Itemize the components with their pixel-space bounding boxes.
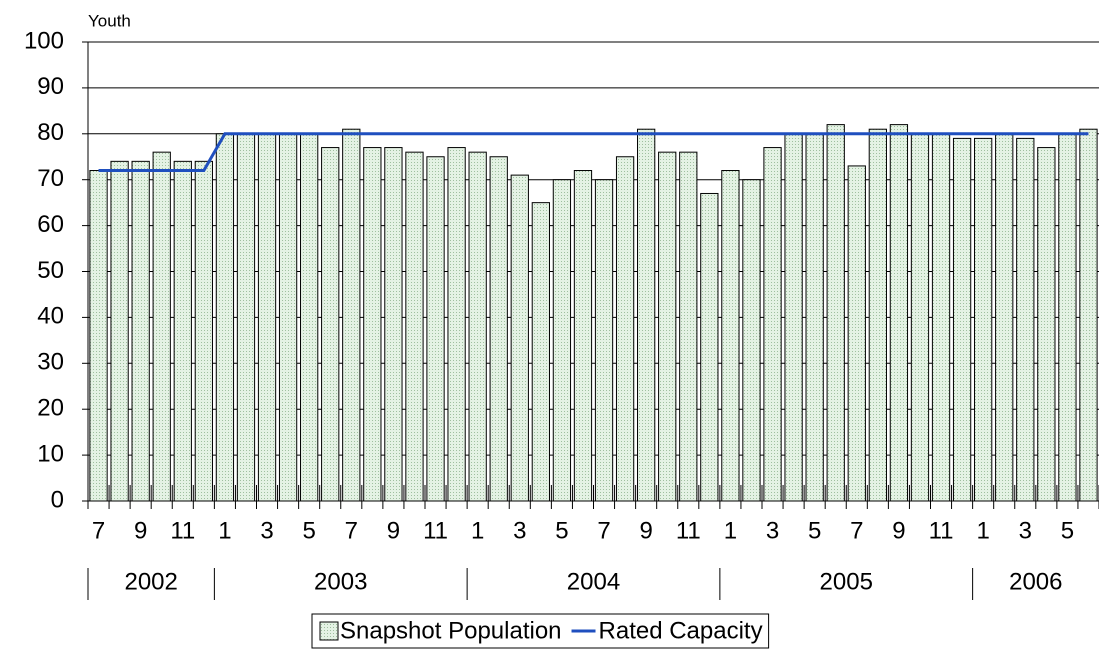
x-tick-label: 5	[808, 517, 821, 544]
bar	[721, 170, 740, 502]
bar	[615, 156, 635, 502]
x-tick-label: 3	[513, 517, 526, 544]
x-tick-label: 1	[471, 517, 484, 544]
legend-box	[311, 613, 770, 649]
bar	[426, 156, 445, 502]
legend: Snapshot Population Rated Capacity	[311, 613, 770, 649]
legend-label: Snapshot Population	[340, 617, 562, 644]
bar	[594, 179, 614, 502]
x-tick-label: 5	[555, 517, 568, 544]
bar	[910, 133, 930, 502]
x-tick-label: 11	[676, 517, 701, 544]
year-label: 2004	[567, 568, 620, 595]
bar	[763, 147, 782, 502]
x-tick-label: 5	[302, 517, 315, 544]
x-tick-label: 1	[724, 517, 737, 544]
legend-label: Rated Capacity	[599, 617, 763, 644]
y-tick-label: 80	[37, 119, 64, 146]
bar	[278, 133, 298, 502]
bar	[236, 133, 256, 502]
bar	[110, 160, 129, 502]
x-tick-label: 9	[134, 517, 147, 544]
bar	[468, 151, 487, 502]
bar	[531, 202, 550, 502]
y-tick-label: 0	[51, 486, 64, 513]
bar	[637, 128, 656, 502]
x-tick-label: 11	[423, 517, 448, 544]
legend-swatch	[319, 621, 339, 641]
bar	[257, 133, 277, 502]
bar	[826, 124, 845, 502]
x-tick-label: 7	[345, 517, 358, 544]
bar	[679, 151, 698, 502]
x-tick-label: 9	[387, 517, 400, 544]
x-tick-label: 3	[1019, 517, 1032, 544]
bar	[1016, 137, 1035, 502]
y-tick-label: 30	[37, 349, 64, 376]
bar	[658, 151, 677, 502]
year-label: 2006	[1009, 568, 1062, 595]
x-tick-label: 7	[850, 517, 863, 544]
x-tick-label: 3	[766, 517, 779, 544]
bar	[952, 137, 972, 502]
bar	[489, 156, 508, 502]
x-tick-label: 5	[1061, 517, 1074, 544]
x-tick-label: 1	[218, 517, 231, 544]
bar	[1037, 147, 1056, 502]
x-tick-label: 11	[170, 517, 195, 544]
bar	[552, 179, 572, 502]
year-label: 2003	[314, 568, 367, 595]
y-tick-label: 50	[37, 257, 64, 284]
year-label: 2005	[820, 568, 873, 595]
x-tick-label: 9	[639, 517, 652, 544]
x-tick-label: 11	[929, 517, 954, 544]
bar	[384, 147, 403, 502]
y-tick-label: 40	[37, 303, 64, 330]
x-tick-label: 7	[597, 517, 610, 544]
y-tick-label: 20	[37, 395, 64, 422]
bar	[974, 137, 993, 502]
x-tick-label: 9	[892, 517, 905, 544]
bar	[1079, 128, 1098, 502]
bar	[510, 174, 529, 502]
bar	[152, 151, 171, 502]
bar	[300, 133, 319, 502]
bar	[131, 160, 150, 502]
bar	[321, 147, 340, 502]
y-tick-label: 60	[37, 211, 64, 238]
bar	[805, 133, 824, 502]
bar	[363, 147, 382, 502]
bar	[1058, 133, 1077, 502]
y-tick-label: 10	[37, 440, 64, 467]
bar	[700, 192, 719, 502]
year-label: 2002	[124, 568, 177, 595]
bar	[173, 160, 192, 502]
bar	[742, 179, 761, 502]
x-tick-label: 3	[260, 517, 273, 544]
bar	[194, 160, 213, 502]
bar	[342, 128, 361, 502]
bar	[847, 165, 866, 502]
bar	[215, 133, 235, 502]
y-tick-label: 70	[37, 165, 64, 192]
x-tick-label: 7	[92, 517, 105, 544]
bar	[889, 124, 909, 502]
y-tick-label: 100	[24, 27, 64, 54]
bar	[89, 170, 108, 502]
bar	[868, 128, 887, 502]
bar	[447, 147, 466, 502]
bar	[405, 151, 424, 502]
line	[98, 132, 1089, 173]
y-axis-label: Youth	[88, 11, 131, 30]
x-tick-label: 1	[976, 517, 989, 544]
y-tick-label: 90	[37, 73, 64, 100]
bar	[931, 133, 951, 502]
bar	[784, 133, 803, 502]
bar	[573, 170, 593, 502]
bar	[995, 133, 1014, 502]
